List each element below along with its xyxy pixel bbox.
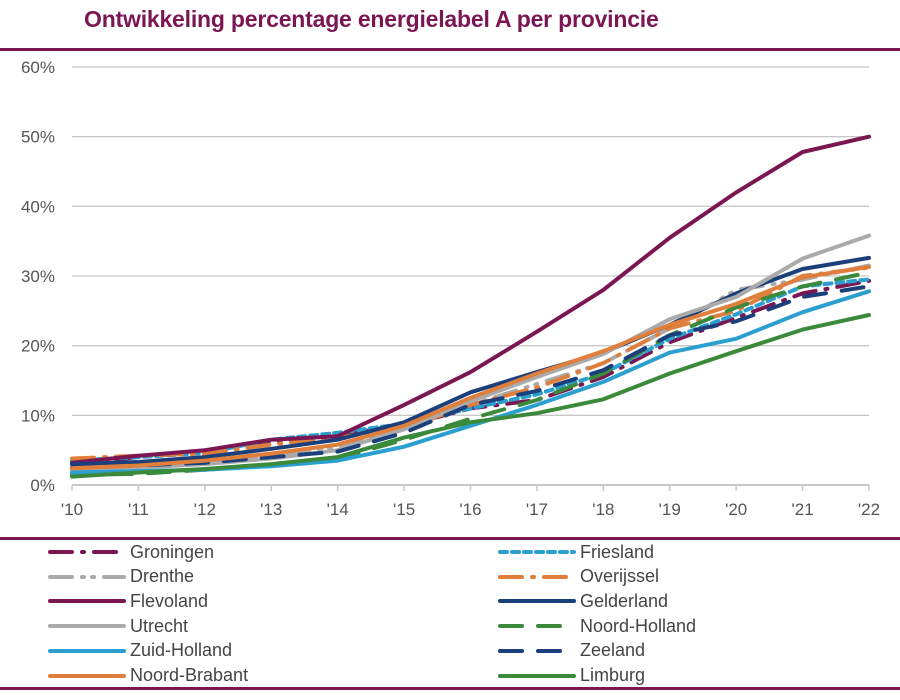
legend-swatch-icon — [498, 624, 576, 629]
legend-label: Flevoland — [130, 590, 209, 611]
legend-item: Utrecht — [48, 614, 188, 638]
legend-label: Groningen — [130, 541, 215, 562]
legend-label: Noord-Brabant — [130, 665, 249, 685]
y-tick-label: 60% — [21, 58, 55, 77]
legend-swatch-icon — [498, 599, 576, 604]
line-chart: 0% 10% 20% 30% 40% 50% 60% '10 '11 '12 '13 '14 '15 '1… — [21, 58, 880, 519]
legend-item: Noord-Brabant — [48, 664, 248, 688]
legend-top-rule — [0, 537, 900, 540]
legend-item: Zuid-Holland — [48, 639, 232, 663]
y-tick-label: 10% — [21, 406, 55, 425]
y-tick-label: 40% — [21, 197, 55, 216]
legend-item: Groningen — [48, 540, 214, 564]
legend-item: Gelderland — [498, 589, 668, 613]
x-tick-label: '13 — [260, 500, 282, 519]
x-tick-label: '22 — [858, 500, 880, 519]
y-tick-label: 30% — [21, 267, 55, 286]
y-tick-label: 50% — [21, 128, 55, 147]
series-line-gelderland — [70, 255, 871, 467]
legend-swatch-icon — [48, 599, 126, 604]
title-rule — [0, 48, 900, 51]
legend-item: Zeeland — [498, 639, 645, 663]
legend-label: Friesland — [580, 541, 655, 562]
series-line-zeeland — [70, 284, 871, 470]
x-tick-label: '19 — [659, 500, 681, 519]
legend-label: Limburg — [580, 665, 646, 685]
legend-bottom-rule — [0, 687, 900, 690]
x-tick-label: '17 — [526, 500, 548, 519]
series-line-utrecht — [70, 233, 871, 472]
x-tick-label: '14 — [327, 500, 349, 519]
legend-item: Noord-Holland — [498, 614, 696, 638]
x-tick-label: '10 — [61, 500, 83, 519]
legend-swatch-icon — [498, 574, 576, 579]
x-tick-label: '15 — [393, 500, 415, 519]
legend-swatch-icon — [48, 574, 126, 579]
legend-label: Zeeland — [580, 640, 646, 661]
y-tick-label: 0% — [30, 476, 55, 495]
legend-swatch-icon — [48, 624, 126, 629]
legend-swatch-icon — [498, 673, 576, 678]
legend: Groningen Drenthe Flevoland Utrecht Zuid-Hol… — [0, 540, 900, 688]
legend-label: Drenthe — [130, 566, 195, 587]
legend-label: Utrecht — [130, 615, 189, 636]
legend-item: Limburg — [498, 664, 645, 688]
series-line-limburg — [70, 313, 871, 479]
legend-item: Flevoland — [48, 589, 208, 613]
legend-label: Noord-Holland — [580, 615, 697, 636]
series-line-flevoland — [70, 134, 871, 465]
x-tick-label: '16 — [459, 500, 481, 519]
legend-label: Overijssel — [580, 566, 660, 587]
legend-swatch-icon — [48, 648, 126, 653]
y-tick-label: 20% — [21, 337, 55, 356]
legend-label: Gelderland — [580, 590, 669, 611]
legend-item: Overijssel — [498, 565, 659, 589]
legend-item: Friesland — [498, 540, 654, 564]
legend-item: Drenthe — [48, 565, 194, 589]
legend-swatch-icon — [48, 550, 126, 554]
legend-swatch-icon — [498, 648, 576, 653]
x-tick-label: '18 — [592, 500, 614, 519]
series-line-noord-brabant — [70, 264, 871, 471]
series-line-drenthe — [70, 263, 871, 470]
x-tick-label: '21 — [792, 500, 814, 519]
series-line-overijssel — [70, 265, 871, 461]
legend-label: Zuid-Holland — [130, 640, 233, 661]
chart-title: Ontwikkeling percentage energielabel A p… — [84, 6, 659, 32]
x-tick-label: '11 — [128, 500, 149, 519]
x-tick-label: '12 — [194, 500, 216, 519]
x-tick-label: '20 — [725, 500, 747, 519]
legend-swatch-icon — [498, 550, 576, 554]
legend-swatch-icon — [48, 673, 126, 678]
